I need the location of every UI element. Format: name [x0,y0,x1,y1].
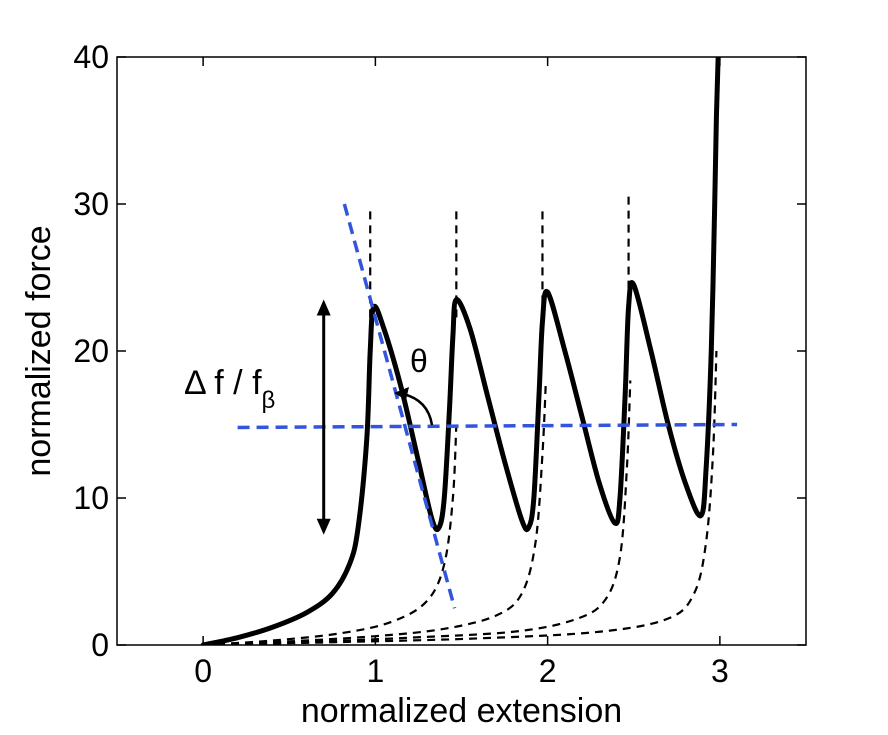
dashed-branch-3 [203,380,632,645]
dashed-branch-2 [203,380,547,645]
plot-frame [116,56,807,646]
delta-f-arrow [316,299,331,535]
x-axis-label: normalized extension [301,692,622,730]
delta-f-label: Δ f / fβ [184,364,275,414]
delta-f-subscript: β [262,387,276,414]
theta-arc-arrowhead [394,387,409,400]
theta-label: θ [410,343,428,379]
delta-f-arrow-head-bottom [316,518,331,535]
y-axis-label: normalized force [20,225,58,476]
x-tick-label-3: 3 [711,653,729,689]
theta-arc [394,387,434,426]
y-tick-label-10: 10 [73,480,109,516]
dashed-branch-4 [203,350,718,645]
plot-area [200,57,738,645]
y-tick-label-40: 40 [73,39,109,75]
delta-f-arrow-head-top [316,299,331,316]
slope-guide [342,203,457,609]
y-tick-label-20: 20 [73,333,109,369]
x-tick-label-2: 2 [539,653,557,689]
x-tick-label-1: 1 [366,653,384,689]
x-tick-label-0: 0 [194,653,212,689]
sawtooth-curve [200,57,721,645]
delta-f-main-text: Δ f / f [184,364,262,402]
horizontal-guide [237,422,738,430]
y-tick-label-0: 0 [91,627,109,663]
dashed-branch-1 [203,424,458,645]
y-tick-label-30: 30 [73,186,109,222]
